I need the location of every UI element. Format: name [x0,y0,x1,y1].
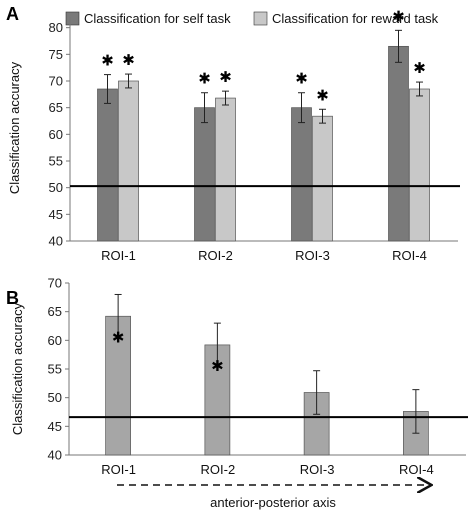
panel-b-bar [105,315,131,456]
panel-b-y-tick-label: 40 [48,448,62,463]
panel-b-y-tick-label: 50 [48,390,62,405]
panel-a-y-tick-label: 60 [49,127,63,142]
panel-b-significance-star: ✱ [211,357,224,375]
panel-a-bar [215,97,236,242]
panel-a-significance-star: ✱ [295,70,308,88]
panel-a-letter: A [6,4,19,24]
panel-a-y-tick-label: 55 [49,154,63,169]
panel-b-y-tick-label: 55 [48,362,62,377]
panel-a-bar [388,45,409,242]
panel-b-category-label: ROI-4 [399,462,434,477]
panel-a-bar [194,107,215,242]
panel-a-y-tick-label: 75 [49,47,63,62]
panel-a-bar [409,88,430,242]
panel-a-y-tick-label: 50 [49,180,63,195]
panel-b-xlabel: anterior-posterior axis [210,495,336,510]
panel-a-y-tick-label: 40 [49,234,63,249]
panel-b-category-label: ROI-2 [201,462,236,477]
panel-a-y-tick-label: 45 [49,207,63,222]
legend-swatch-self-task [65,11,80,26]
panel-a-significance-star: ✱ [122,51,135,69]
panel-a-significance-star: ✱ [316,86,329,104]
panel-a-category-label: ROI-2 [198,248,233,263]
panel-a-bar [312,115,333,242]
panel-b-category-label: ROI-1 [101,462,136,477]
panel-a-significance-star: ✱ [101,52,114,70]
panel-a-category-label: ROI-4 [392,248,427,263]
panel-a-significance-star: ✱ [198,70,211,88]
panel-b-letter: B [6,288,19,308]
legend-label-self-task: Classification for self task [84,11,231,26]
panel-a-chart: Classification accuracy Classification f… [7,7,460,263]
panel-a-legend: Classification for self task Classificat… [65,11,439,26]
panel-b-y-tick-label: 70 [48,276,62,291]
panel-a-category-label: ROI-3 [295,248,330,263]
panel-a-bar [291,107,312,242]
panel-a-significance-star: ✱ [413,59,426,77]
panel-a-y-tick-label: 80 [49,20,63,35]
panel-a-significance-star: ✱ [392,7,405,25]
panel-b-y-tick-label: 65 [48,304,62,319]
legend-swatch-reward-task [253,11,268,26]
panel-a-significance-star: ✱ [219,68,232,86]
panel-a-category-label: ROI-1 [101,248,136,263]
panel-b-category-label: ROI-3 [300,462,335,477]
panel-b-y-tick-label: 60 [48,333,62,348]
panel-a-bar [97,88,118,242]
panel-a-bar [118,80,139,242]
panel-a-ylabel: Classification accuracy [7,61,22,194]
panel-b-ylabel: Classification accuracy [10,302,25,435]
legend-label-reward-task: Classification for reward task [272,11,439,26]
panel-b-chart: Classification accuracy anterior-posteri… [10,276,468,510]
panel-b-significance-star: ✱ [112,328,125,346]
panel-b-y-tick-label: 45 [48,419,62,434]
panel-a-y-tick-label: 65 [49,100,63,115]
panel-a-y-tick-label: 70 [49,74,63,89]
